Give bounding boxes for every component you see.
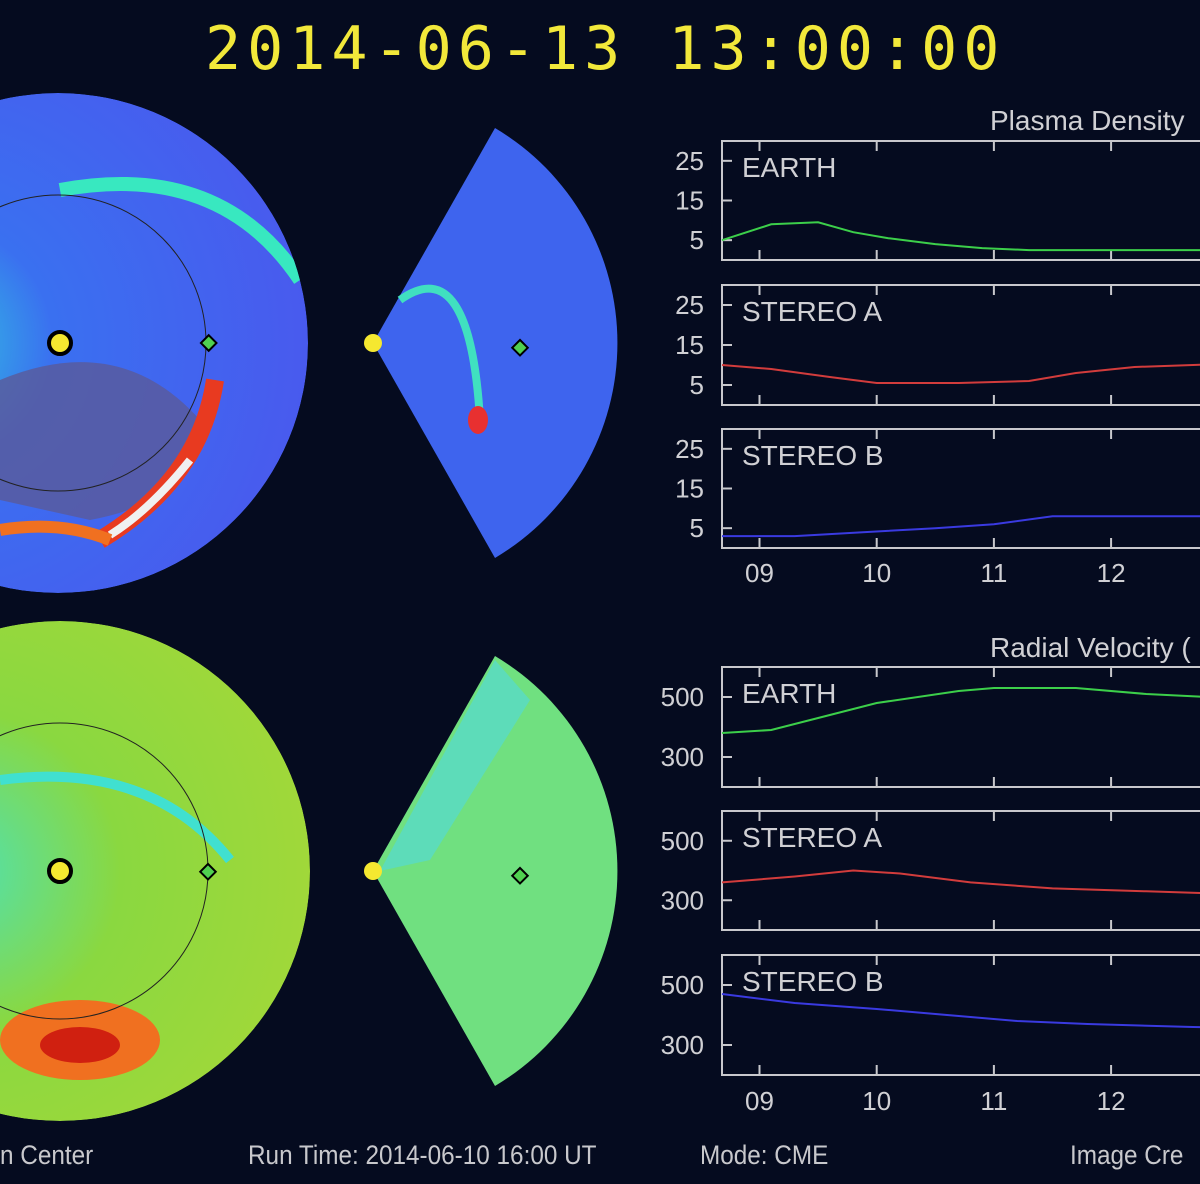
x-tick-label: 09 bbox=[745, 558, 774, 588]
density-wedge-hotspot bbox=[468, 406, 488, 434]
series-line-earth bbox=[721, 687, 1200, 734]
datetime-title: 2014-06-13 13:00:00 bbox=[205, 14, 1006, 84]
series-line-earth bbox=[721, 221, 1200, 252]
earth-marker bbox=[510, 866, 530, 885]
plot-frame bbox=[721, 954, 1200, 1076]
y-tick-label: 5 bbox=[690, 370, 704, 400]
chart-title: Plasma Density bbox=[990, 105, 1185, 136]
footer-mode: Mode: CME bbox=[700, 1140, 829, 1170]
footer-center: n Center bbox=[0, 1140, 94, 1170]
x-tick-label: 10 bbox=[862, 558, 891, 588]
sun-marker bbox=[47, 330, 73, 356]
y-tick-label: 15 bbox=[675, 474, 704, 504]
y-tick-label: 15 bbox=[675, 186, 704, 216]
earth-marker bbox=[198, 862, 218, 881]
y-tick-label: 25 bbox=[675, 146, 704, 176]
sun-marker bbox=[364, 334, 382, 352]
panel-label-stereo-b: STEREO B bbox=[742, 440, 884, 471]
x-tick-label: 09 bbox=[745, 1086, 774, 1116]
velocity-wedge-feature bbox=[380, 660, 530, 871]
series-line-stereo-b bbox=[721, 993, 1200, 1029]
series-line-stereo-a bbox=[721, 869, 1200, 895]
chart-title: Radial Velocity ( bbox=[990, 632, 1191, 663]
y-tick-label: 300 bbox=[661, 1030, 704, 1060]
footer-run-time: Run Time: 2014-06-10 16:00 UT bbox=[248, 1140, 597, 1170]
earth-marker bbox=[510, 338, 530, 357]
panel-label-stereo-a: STEREO A bbox=[742, 296, 882, 327]
density-wedge-feature bbox=[397, 284, 484, 421]
plot-frame bbox=[721, 810, 1200, 931]
earth-marker bbox=[199, 333, 218, 353]
y-tick-label: 500 bbox=[661, 970, 704, 1000]
x-tick-label: 11 bbox=[980, 558, 1007, 588]
y-tick-label: 500 bbox=[661, 826, 704, 856]
x-tick-label: 12 bbox=[1097, 1086, 1126, 1116]
panel-label-stereo-b: STEREO B bbox=[742, 966, 884, 997]
panel-label-stereo-a: STEREO A bbox=[742, 822, 882, 853]
x-tick-label: 10 bbox=[862, 1086, 891, 1116]
y-tick-label: 500 bbox=[661, 682, 704, 712]
x-tick-label: 12 bbox=[1097, 558, 1126, 588]
sun-marker bbox=[364, 862, 382, 880]
x-tick-label: 11 bbox=[980, 1086, 1007, 1116]
y-tick-label: 5 bbox=[690, 513, 704, 543]
y-tick-label: 15 bbox=[675, 330, 704, 360]
velocity-meridional-wedge bbox=[373, 656, 618, 1086]
y-tick-label: 300 bbox=[661, 885, 704, 915]
series-line-stereo-a bbox=[721, 363, 1200, 384]
sun-marker bbox=[47, 858, 73, 884]
density-meridional-wedge bbox=[373, 128, 618, 558]
series-line-stereo-b bbox=[722, 515, 1200, 538]
y-tick-label: 300 bbox=[661, 742, 704, 772]
footer-image-credit: Image Cre bbox=[1070, 1140, 1184, 1170]
panel-label-earth: EARTH bbox=[742, 152, 836, 183]
y-tick-label: 25 bbox=[675, 290, 704, 320]
plot-frame bbox=[721, 666, 1200, 788]
y-tick-label: 5 bbox=[690, 225, 704, 255]
panel-label-earth: EARTH bbox=[742, 678, 836, 709]
y-tick-label: 25 bbox=[675, 434, 704, 464]
